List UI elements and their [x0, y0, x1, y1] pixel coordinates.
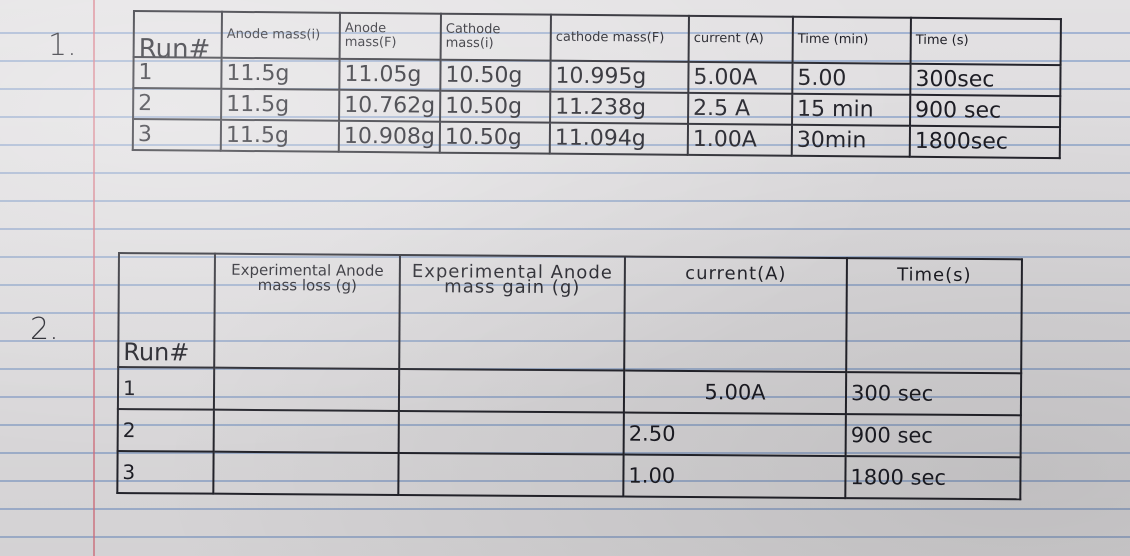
question-1-number: 1. — [48, 28, 77, 63]
header-run: Run# — [118, 253, 215, 368]
header-run: Run# — [133, 11, 222, 65]
cell-current: 2.5 A — [687, 92, 793, 125]
cell-cathode-mass-final: 11.094g — [549, 122, 688, 155]
cell-anode-mass-initial: 11.5g — [221, 57, 340, 90]
cell-cathode-mass-initial: 10.50g — [439, 121, 550, 154]
cell-time-s: 300sec — [910, 63, 1061, 97]
cell-cathode-mass-final: 10.995g — [550, 60, 689, 93]
cell-time-s: 900 sec — [845, 414, 1021, 458]
header-current: current (A) — [688, 15, 793, 63]
cell-run: 1 — [117, 367, 215, 410]
cell-anode-mass-initial: 11.5g — [220, 119, 340, 152]
table-2-header-row: Run# Experimental Anode mass loss (g) Ex… — [118, 253, 1022, 374]
header-time-s: Time (s) — [910, 17, 1061, 66]
header-current: current(A) — [624, 256, 847, 373]
cell-anode-mass-gain — [398, 452, 624, 497]
margin-line — [93, 0, 95, 556]
cell-current: 5.00A — [688, 61, 793, 94]
cell-time-s: 1800sec — [909, 125, 1060, 159]
cell-current: 1.00 — [623, 454, 846, 499]
cell-anode-mass-final: 10.762g — [339, 89, 441, 122]
cell-cathode-mass-initial: 10.50g — [439, 90, 551, 123]
table-row: 2 2.50 900 sec — [117, 409, 1021, 458]
cell-anode-mass-final: 11.05g — [339, 58, 441, 91]
cell-current: 2.50 — [623, 412, 846, 457]
header-cathode-mass-initial: Cathode mass(i) — [440, 13, 551, 61]
cell-anode-mass-loss — [213, 367, 400, 411]
cell-anode-mass-gain — [398, 410, 624, 455]
cell-time-min: 5.00 — [792, 62, 911, 95]
cell-run: 2 — [133, 88, 222, 120]
table-1: Run# Anode mass(i) Anode mass(F) Cathode… — [132, 10, 1062, 159]
cell-cathode-mass-final: 11.238g — [549, 91, 689, 124]
cell-run: 3 — [117, 451, 214, 494]
table-2: Run# Experimental Anode mass loss (g) Ex… — [116, 252, 1023, 500]
cell-cathode-mass-initial: 10.50g — [440, 59, 551, 92]
cell-time-s: 900 sec — [909, 94, 1061, 128]
table-row: 1 5.00A 300 sec — [117, 367, 1022, 416]
cell-current: 1.00A — [687, 123, 792, 156]
cell-time-s: 300 sec — [845, 372, 1022, 416]
cell-run: 3 — [132, 119, 222, 151]
table-1-header-row: Run# Anode mass(i) Anode mass(F) Cathode… — [133, 11, 1061, 66]
cell-time-min: 15 min — [791, 93, 911, 126]
cell-anode-mass-loss — [213, 451, 399, 495]
question-2-number: 2. — [30, 312, 59, 347]
table-row: 3 1.00 1800 sec — [117, 451, 1021, 500]
header-anode-mass-gain: Experimental Anode mass gain (g) — [399, 254, 625, 371]
header-anode-mass-loss: Experimental Anode mass loss (g) — [214, 253, 400, 369]
cell-time-min: 30min — [791, 124, 910, 157]
cell-current: 5.00A — [623, 370, 847, 415]
cell-anode-mass-gain — [398, 368, 625, 413]
cell-anode-mass-final: 10.908g — [338, 120, 440, 153]
cell-run: 2 — [117, 409, 214, 452]
cell-anode-mass-loss — [213, 409, 399, 453]
cell-time-s: 1800 sec — [845, 456, 1021, 500]
cell-anode-mass-initial: 11.5g — [221, 88, 340, 121]
header-time-s: Time(s) — [846, 258, 1022, 374]
header-time-min: Time (min) — [792, 16, 911, 64]
header-cathode-mass-final: cathode mass(F) — [550, 14, 689, 62]
header-anode-mass-initial: Anode mass(i) — [221, 11, 340, 59]
header-anode-mass-final: Anode mass(F) — [339, 12, 441, 60]
